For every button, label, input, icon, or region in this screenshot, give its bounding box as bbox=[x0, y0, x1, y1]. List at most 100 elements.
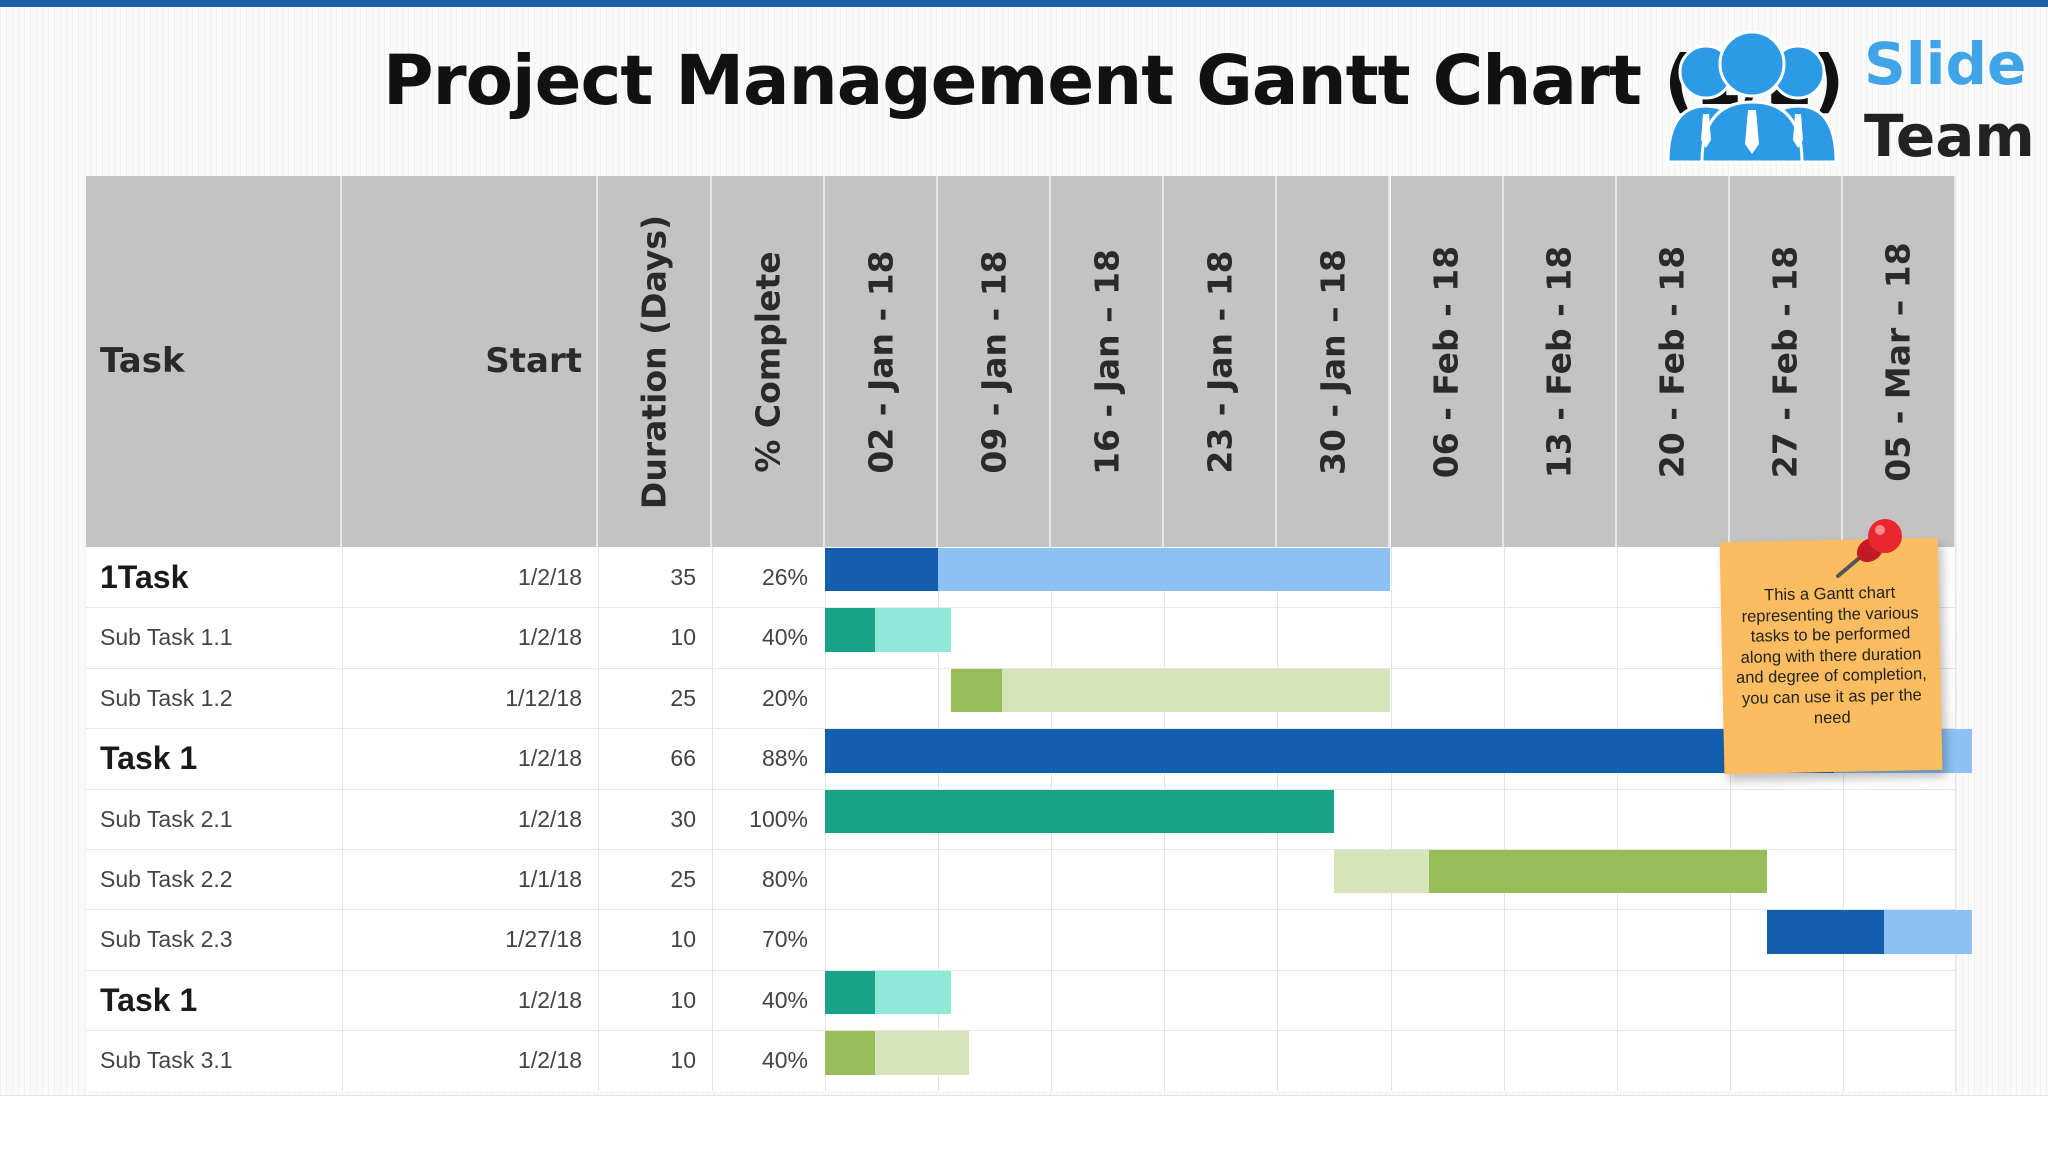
header-task: Task bbox=[86, 176, 342, 547]
header-complete-label: % Complete bbox=[748, 250, 787, 473]
grid-line-vertical bbox=[1730, 547, 1731, 1091]
gantt-bar-complete bbox=[825, 608, 876, 652]
header-date-2: 16 - Jan – 18 bbox=[1051, 176, 1165, 547]
date-tick-label: 27 - Feb - 18 bbox=[1765, 245, 1805, 478]
table-row: Sub Task 2.2 1/1/18 25 80% bbox=[86, 849, 1956, 909]
percent-complete: 40% bbox=[761, 1047, 808, 1074]
header-task-label: Task bbox=[100, 341, 185, 381]
start-date: 1/1/18 bbox=[518, 866, 582, 892]
grid-line-vertical bbox=[1955, 547, 1956, 1091]
header-date-3: 23 - Jan - 18 bbox=[1164, 176, 1278, 547]
gantt-bar-remaining bbox=[1002, 668, 1391, 713]
task-name: Sub Task 2.3 bbox=[100, 926, 233, 953]
start-date: 1/12/18 bbox=[505, 684, 582, 711]
grid-line-horizontal bbox=[86, 969, 1956, 971]
percent-complete: 70% bbox=[761, 926, 808, 953]
header-start: Start bbox=[342, 176, 598, 547]
task-name: Sub Task 2.1 bbox=[100, 805, 233, 832]
duration-value: 66 bbox=[670, 745, 696, 772]
grid-line-vertical bbox=[712, 547, 713, 1091]
gantt-bar-complete bbox=[825, 970, 876, 1015]
header-date-5: 06 - Feb - 18 bbox=[1390, 176, 1504, 547]
duration-value: 10 bbox=[670, 926, 696, 953]
table-row: 1Task 1/2/18 35 26% bbox=[86, 547, 1956, 607]
gantt-bar-complete bbox=[1429, 850, 1767, 894]
date-tick-label: 06 - Feb - 18 bbox=[1426, 245, 1466, 478]
date-tick-label: 02 - Jan - 18 bbox=[861, 249, 901, 474]
gantt-bar-complete bbox=[825, 548, 939, 592]
header-date-0: 02 - Jan - 18 bbox=[825, 176, 939, 547]
grid-line-vertical bbox=[1391, 547, 1392, 1091]
date-tick-label: 05 - Mar – 18 bbox=[1878, 241, 1918, 482]
table-row: Sub Task 1.2 1/12/18 25 20% bbox=[86, 668, 1956, 728]
percent-complete: 88% bbox=[761, 745, 808, 772]
grid-line-vertical bbox=[342, 547, 343, 1091]
duration-value: 35 bbox=[670, 564, 696, 590]
grid-line-vertical bbox=[1504, 547, 1505, 1091]
gantt-bar-remaining bbox=[1883, 910, 1973, 954]
task-name: Sub Task 3.1 bbox=[100, 1047, 233, 1074]
header-date-4: 30 - Jan – 18 bbox=[1277, 176, 1391, 547]
header-complete: % Complete bbox=[712, 176, 825, 547]
table-row: Sub Task 1.1 1/2/18 10 40% bbox=[86, 607, 1956, 667]
gantt-bar-complete bbox=[825, 1031, 876, 1075]
logo-text-slide: Slide bbox=[1864, 30, 2027, 98]
table-row: Task 1 1/2/18 66 88% bbox=[86, 728, 1956, 788]
top-accent-bar bbox=[0, 0, 2048, 7]
table-row: Sub Task 2.1 1/2/18 30 100% bbox=[86, 789, 1956, 849]
grid-line-horizontal bbox=[86, 909, 1956, 911]
sticky-note-text: This a Gantt chart representing the vari… bbox=[1735, 583, 1928, 727]
task-name: Task 1 bbox=[100, 981, 198, 1018]
gantt-bar-remaining bbox=[938, 548, 1391, 592]
percent-complete: 100% bbox=[749, 805, 808, 832]
grid-line-horizontal bbox=[86, 607, 1956, 609]
grid-line-horizontal bbox=[86, 849, 1956, 850]
start-date: 1/2/18 bbox=[518, 1047, 582, 1074]
date-tick-label: 16 - Jan – 18 bbox=[1087, 248, 1127, 475]
header-date-7: 20 - Feb - 18 bbox=[1616, 176, 1730, 547]
date-tick-label: 23 - Jan - 18 bbox=[1200, 249, 1240, 474]
table-row: Task 1 1/2/18 10 40% bbox=[86, 970, 1956, 1030]
gantt-bar-complete bbox=[825, 789, 1334, 833]
start-date: 1/2/18 bbox=[518, 624, 582, 651]
task-name: Task 1 bbox=[100, 740, 198, 777]
task-name: Sub Task 1.1 bbox=[100, 624, 233, 651]
start-date: 1/2/18 bbox=[518, 986, 582, 1013]
table-row: Sub Task 3.1 1/2/18 10 40% bbox=[86, 1030, 1956, 1090]
duration-value: 25 bbox=[670, 866, 696, 892]
header-date-6: 13 - Feb - 18 bbox=[1503, 176, 1617, 547]
gantt-bar-remaining bbox=[875, 970, 952, 1015]
bottom-strip bbox=[0, 1095, 2048, 1153]
task-name: Sub Task 1.2 bbox=[100, 684, 233, 711]
logo-text-team: Team bbox=[1864, 102, 2035, 170]
header-duration-label: Duration (Days) bbox=[634, 214, 674, 509]
header-date-1: 09 - Jan - 18 bbox=[938, 176, 1052, 547]
grid-line-horizontal bbox=[86, 728, 1956, 730]
percent-complete: 40% bbox=[761, 986, 808, 1013]
date-tick-label: 30 - Jan – 18 bbox=[1313, 248, 1353, 475]
duration-value: 30 bbox=[670, 805, 696, 832]
logo-people-icon bbox=[1666, 30, 1838, 164]
header-date-9: 05 - Mar – 18 bbox=[1842, 176, 1956, 547]
grid-line-horizontal bbox=[86, 667, 1956, 669]
duration-value: 10 bbox=[670, 624, 696, 651]
grid-line-vertical bbox=[1843, 547, 1844, 1091]
start-date: 1/2/18 bbox=[518, 745, 582, 772]
percent-complete: 40% bbox=[761, 624, 808, 651]
duration-value: 25 bbox=[670, 684, 696, 711]
gantt-bar-complete bbox=[1766, 910, 1884, 954]
task-name: 1Task bbox=[100, 559, 189, 595]
grid-line-horizontal bbox=[86, 1030, 1956, 1032]
page-title: Project Management Gantt Chart (1/2) bbox=[383, 41, 1844, 121]
push-pin-icon bbox=[1836, 519, 1902, 578]
header-date-8: 27 - Feb - 18 bbox=[1729, 176, 1843, 547]
duration-value: 10 bbox=[670, 986, 696, 1013]
date-tick-label: 13 - Feb - 18 bbox=[1539, 245, 1579, 478]
gantt-bar-remaining bbox=[875, 608, 952, 652]
start-date: 1/2/18 bbox=[518, 805, 582, 832]
start-date: 1/27/18 bbox=[505, 926, 582, 953]
gantt-bar-remaining bbox=[1333, 850, 1430, 894]
grid-line-vertical bbox=[1617, 547, 1618, 1091]
start-date: 1/2/18 bbox=[518, 564, 582, 590]
date-tick-label: 09 - Jan - 18 bbox=[974, 249, 1014, 474]
